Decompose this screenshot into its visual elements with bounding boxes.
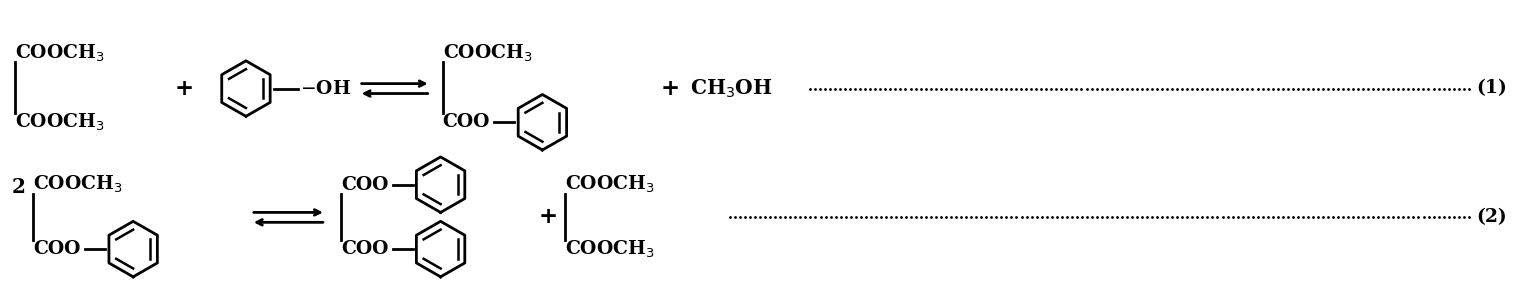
Text: CH$_3$OH: CH$_3$OH: [690, 77, 773, 100]
Text: COO: COO: [443, 113, 489, 131]
Text: COOCH$_3$: COOCH$_3$: [566, 174, 655, 195]
Text: $-$OH: $-$OH: [299, 80, 351, 98]
Text: COOCH$_3$: COOCH$_3$: [15, 112, 104, 133]
Text: COOCH$_3$: COOCH$_3$: [566, 238, 655, 260]
Text: (2): (2): [1477, 208, 1508, 226]
Text: COOCH$_3$: COOCH$_3$: [443, 42, 532, 64]
Text: COOCH$_3$: COOCH$_3$: [15, 42, 104, 64]
Text: COOCH$_3$: COOCH$_3$: [34, 174, 123, 195]
Text: COO: COO: [341, 240, 388, 258]
Text: +: +: [538, 206, 558, 228]
Text: 2: 2: [11, 177, 25, 197]
Text: COO: COO: [341, 176, 388, 194]
Text: COO: COO: [34, 240, 81, 258]
Text: (1): (1): [1477, 80, 1508, 98]
Text: +: +: [175, 78, 193, 100]
Text: +: +: [661, 78, 680, 100]
